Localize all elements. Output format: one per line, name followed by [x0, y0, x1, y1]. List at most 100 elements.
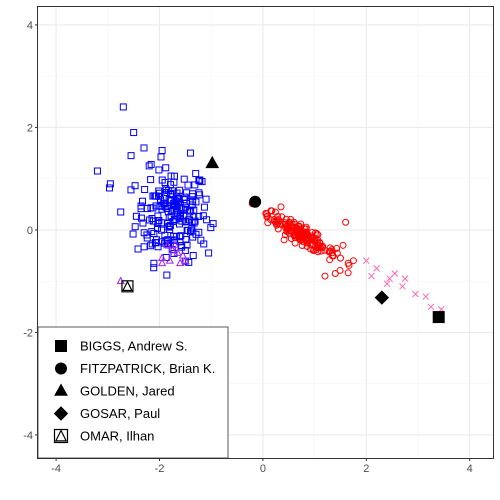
point-left — [140, 144, 148, 152]
point-right — [288, 224, 296, 232]
point-left — [158, 147, 166, 154]
point-left — [157, 153, 165, 161]
point-left — [207, 224, 215, 232]
y-tick-label: -2 — [23, 327, 33, 339]
x-tick-label: 0 — [260, 463, 266, 475]
point-left — [156, 202, 164, 210]
point-right — [274, 213, 282, 221]
point-pink — [422, 293, 430, 300]
y-tick-label: -4 — [23, 430, 33, 442]
point-pink — [391, 270, 399, 277]
point-purple — [181, 256, 190, 264]
point-left — [188, 218, 196, 226]
point-left — [145, 162, 153, 170]
point-left — [134, 245, 142, 253]
point-left — [162, 164, 170, 172]
legend: BIGGS, Andrew S. FITZPATRICK, Brian K. GOL… — [37, 326, 229, 459]
point-left — [166, 226, 174, 234]
highlight-point — [249, 195, 262, 208]
y-tick-label: 2 — [27, 122, 33, 134]
point-left — [170, 178, 178, 186]
point-left — [184, 181, 192, 189]
highlight-point — [374, 290, 390, 305]
point-left — [195, 212, 203, 220]
point-pink — [362, 257, 370, 265]
point-pink — [386, 275, 393, 282]
point-purple — [168, 245, 177, 254]
point-right — [319, 243, 327, 251]
point-left — [177, 241, 185, 249]
point-left — [181, 246, 189, 254]
point-right — [281, 219, 289, 227]
point-left — [202, 195, 210, 203]
point-pink-stroke — [362, 257, 370, 265]
point-right — [298, 242, 306, 250]
point-purple — [157, 258, 167, 267]
point-right — [328, 249, 336, 257]
point-left — [141, 185, 149, 193]
point-right — [296, 235, 304, 243]
point-right — [333, 244, 341, 252]
legend-key — [53, 406, 69, 421]
point-left — [119, 103, 127, 111]
point-left — [143, 234, 151, 242]
point-left — [139, 219, 147, 227]
point-left — [105, 184, 113, 192]
point-left — [196, 191, 204, 199]
point-pink-stroke — [383, 280, 391, 288]
point-right — [321, 272, 329, 280]
point-right — [314, 248, 322, 256]
point-right — [280, 236, 288, 244]
point-left — [190, 206, 198, 214]
point-left — [132, 212, 140, 220]
point-pink-stroke — [399, 282, 406, 290]
point-left — [129, 230, 137, 238]
point-left — [170, 232, 178, 240]
point-left — [187, 226, 195, 234]
y-tick-label: 0 — [27, 225, 33, 237]
point-left — [169, 218, 177, 226]
point-left — [171, 196, 179, 204]
point-left — [127, 186, 135, 194]
point-left — [152, 239, 160, 247]
legend-key — [53, 428, 69, 444]
point-right — [278, 213, 286, 221]
point-purple — [178, 250, 187, 259]
point-left — [149, 217, 157, 225]
point-right — [273, 221, 281, 229]
point-right — [303, 234, 311, 242]
point-right — [329, 252, 337, 260]
point-left — [191, 181, 199, 189]
x-tick-label: 2 — [363, 463, 369, 475]
point-left — [150, 259, 158, 267]
point-right — [339, 241, 347, 249]
legend-key — [55, 340, 67, 352]
point-left — [188, 193, 196, 201]
point-right — [311, 237, 319, 245]
point-left — [187, 228, 195, 236]
point-left — [182, 236, 190, 244]
point-pink — [412, 290, 419, 298]
point-left — [93, 167, 101, 175]
point-right — [277, 203, 285, 211]
point-left — [117, 208, 125, 216]
data-points — [93, 103, 445, 313]
legend-label: GOLDEN, Jared — [80, 384, 175, 399]
highlight-point — [205, 155, 220, 169]
point-left — [163, 271, 171, 279]
point-left — [140, 243, 148, 251]
point-left — [180, 175, 188, 183]
point-left — [147, 204, 155, 212]
point-right — [291, 239, 299, 247]
point-right — [326, 256, 334, 264]
point-left — [188, 201, 196, 209]
point-pink-stroke — [412, 290, 419, 298]
point-left — [181, 218, 189, 226]
point-left — [146, 216, 154, 224]
point-purple — [163, 240, 172, 249]
point-left — [127, 152, 135, 160]
point-left — [183, 189, 191, 197]
point-left — [168, 207, 176, 215]
x-tick-label: 4 — [467, 463, 473, 475]
